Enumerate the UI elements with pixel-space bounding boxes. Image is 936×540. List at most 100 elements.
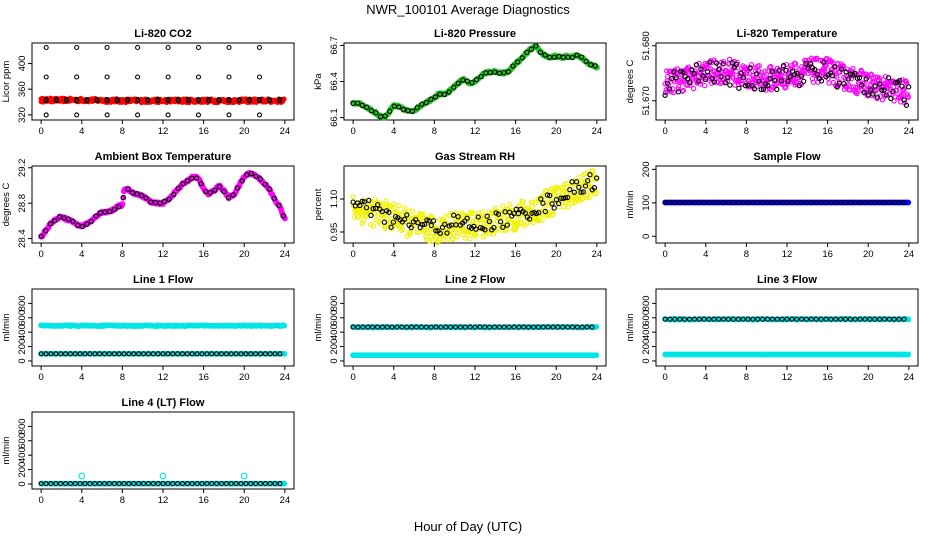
x-tick-label: 16 — [198, 249, 209, 260]
scatter-point — [680, 87, 687, 94]
co2-hourly-point — [256, 44, 263, 51]
co2-hourly-point — [114, 96, 120, 103]
co2-hourly-point — [43, 112, 49, 118]
x-tick-label: 0 — [350, 249, 355, 260]
scatter-point — [687, 82, 693, 88]
curve-hourly-point — [578, 54, 585, 60]
curve-hourly-point — [574, 52, 580, 58]
co2-hourly-point — [155, 96, 161, 103]
x-tick-label: 0 — [662, 126, 667, 137]
series-group — [662, 199, 912, 206]
x-tick-label: 24 — [280, 495, 291, 506]
y-axis-label: ml/min — [313, 314, 324, 342]
x-tick-label: 8 — [432, 372, 437, 383]
co2-hourly-point — [165, 96, 171, 103]
y-tick-label: 28.8 — [17, 194, 28, 213]
co2-hourly-point — [135, 112, 141, 118]
co2-hourly-point — [195, 96, 202, 103]
scatter-point — [666, 81, 672, 87]
hourly-point — [698, 66, 704, 72]
y-tick-label: 29.2 — [17, 159, 28, 178]
co2-hourly-point — [104, 44, 110, 51]
x-tick-label: 12 — [158, 372, 169, 383]
x-tick-label: 12 — [158, 126, 169, 137]
panel-title: Li-820 Temperature — [737, 28, 838, 40]
x-tick-label: 4 — [391, 372, 396, 383]
curve-hourly-point — [451, 84, 457, 90]
x-tick-label: 20 — [863, 126, 874, 137]
co2-hourly-point — [256, 74, 263, 80]
scatter-point — [396, 203, 402, 209]
y-tick-label: 0 — [17, 481, 28, 486]
scatter-point — [715, 74, 722, 80]
x-tick-label: 24 — [592, 372, 603, 383]
x-tick-label: 0 — [662, 372, 667, 383]
co2-hourly-point — [226, 44, 232, 51]
y-axis-label: degrees C — [1, 182, 12, 226]
scatter-point — [391, 200, 397, 207]
hourly-point — [716, 66, 722, 73]
curve-hourly-point — [423, 99, 429, 106]
curve-hourly-point — [528, 46, 535, 52]
x-tick-label: 4 — [703, 372, 708, 383]
curve-hourly-point — [387, 108, 393, 114]
hourly-point — [673, 75, 679, 81]
y-tick-label: 0.95 — [329, 223, 340, 242]
scatter-point — [467, 235, 473, 242]
y-axis-label: Licor ppm — [1, 61, 12, 103]
curve-hourly-point — [583, 58, 589, 64]
series-group — [38, 170, 288, 240]
scatter-point — [671, 89, 677, 96]
flow-point — [905, 199, 912, 206]
y-tick-label: 360 — [17, 81, 28, 97]
co2-point — [281, 96, 287, 102]
scatter-point — [876, 75, 883, 81]
co2-hourly-point — [175, 96, 181, 103]
scatter-point — [826, 80, 832, 86]
co2-hourly-point — [236, 96, 242, 103]
curve-hourly-point — [533, 43, 539, 49]
scatter-point — [905, 94, 912, 100]
x-tick-label: 16 — [822, 249, 833, 260]
hourly-point — [747, 65, 753, 71]
co2-hourly-point — [195, 112, 202, 118]
x-tick-label: 4 — [79, 249, 84, 260]
scatter-point — [702, 82, 708, 89]
x-tick-label: 12 — [470, 249, 481, 260]
x-tick-label: 16 — [510, 372, 521, 383]
x-tick-label: 12 — [782, 126, 793, 137]
scatter-point — [745, 77, 751, 83]
co2-hourly-point — [165, 74, 171, 80]
hourly-point — [696, 78, 702, 84]
plot-frame — [31, 42, 295, 121]
x-tick-label: 8 — [432, 249, 437, 260]
hourly-point — [733, 61, 740, 68]
scatter-point — [454, 234, 460, 240]
y-tick-label: 800 — [641, 295, 652, 311]
series-group — [350, 42, 600, 121]
series-group — [662, 55, 912, 108]
scatter-point — [860, 71, 866, 77]
x-tick-label: 8 — [744, 126, 749, 137]
hourly-point — [740, 75, 746, 81]
hourly-point — [727, 82, 733, 88]
co2-hourly-point — [216, 96, 222, 103]
hourly-point — [742, 83, 749, 89]
scatter-point — [565, 204, 572, 210]
scatter-point — [720, 58, 727, 65]
scatter-point — [868, 71, 874, 77]
x-tick-label: 12 — [782, 372, 793, 383]
x-tick-label: 0 — [38, 249, 43, 260]
scatter-point — [835, 60, 841, 67]
x-tick-label: 0 — [38, 495, 43, 506]
co2-hourly-point — [165, 44, 171, 51]
co2-hourly-point — [43, 74, 49, 80]
curve-hourly-point — [469, 79, 475, 86]
co2-hourly-point — [135, 74, 141, 80]
x-tick-label: 20 — [863, 249, 874, 260]
scatter-point — [768, 63, 774, 70]
panel-title: Ambient Box Temperature — [95, 151, 232, 163]
scatter-point — [766, 77, 772, 83]
